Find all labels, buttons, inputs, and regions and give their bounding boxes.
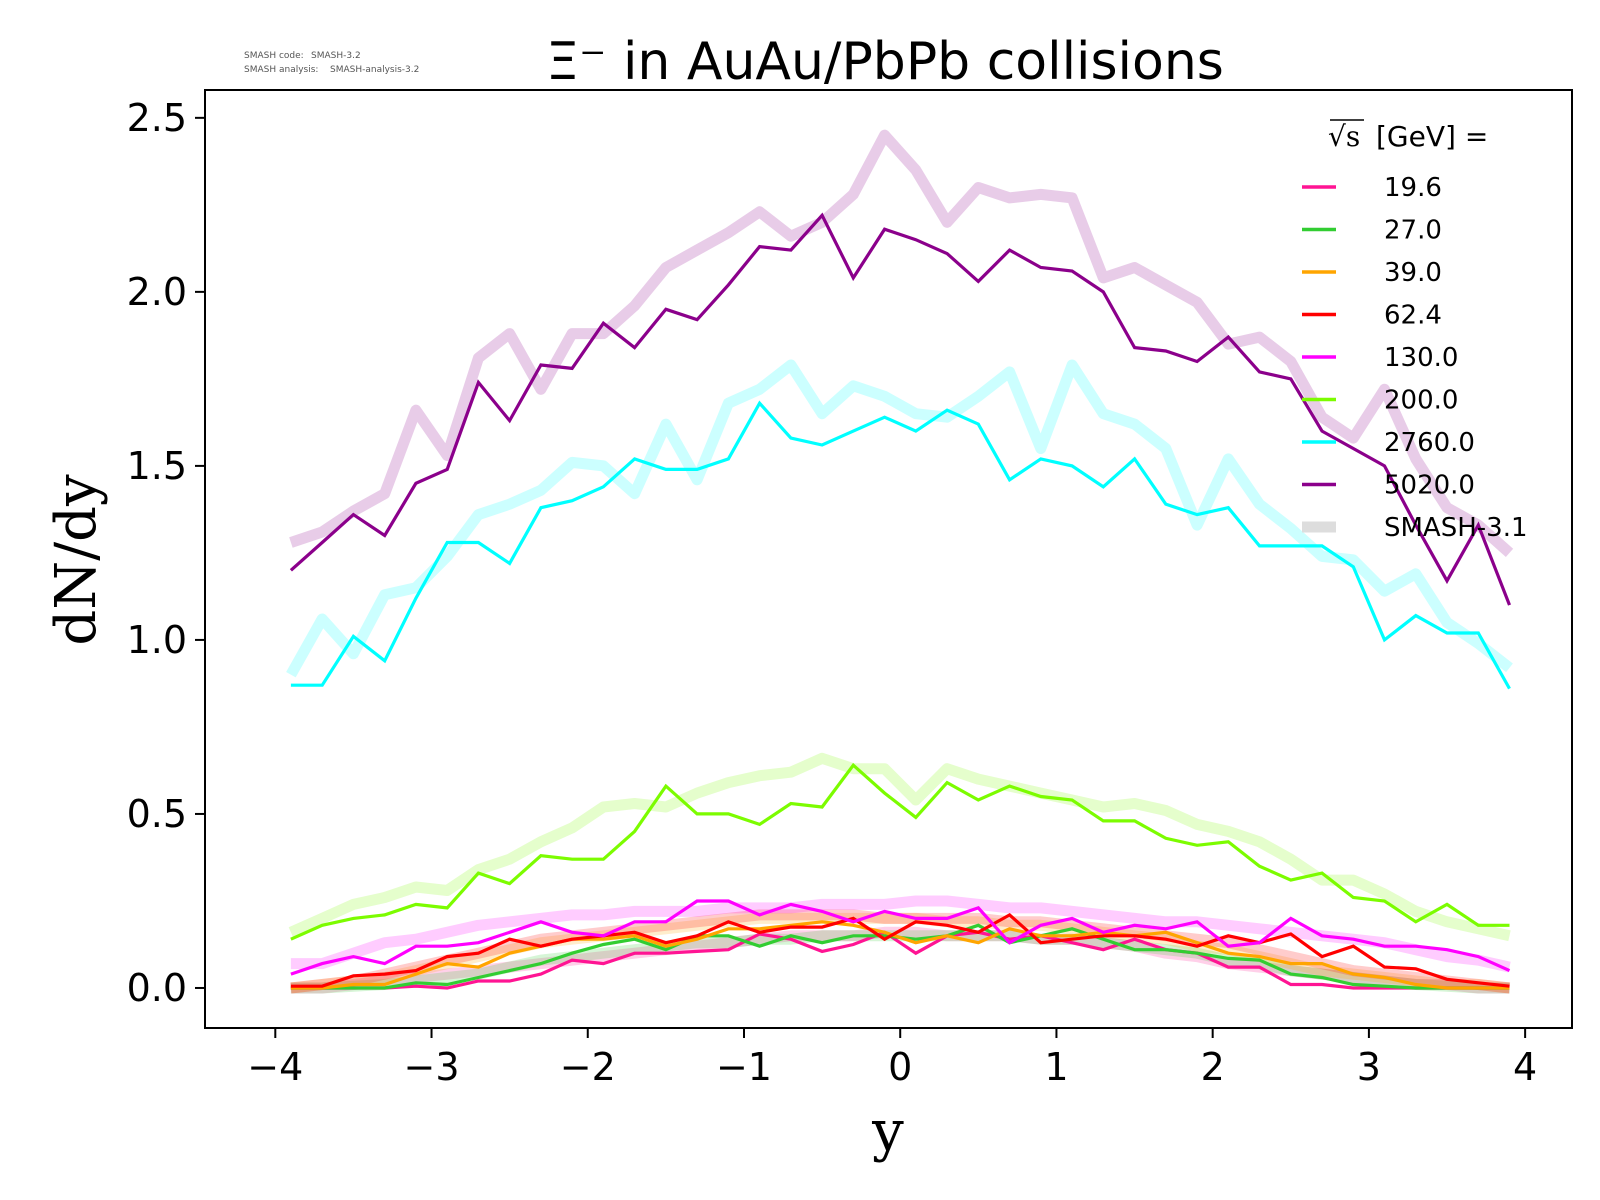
x-tick-label: 3 bbox=[1357, 1045, 1381, 1089]
meta-code-value: SMASH-3.2 bbox=[311, 51, 361, 61]
chart-title: Ξ⁻ in AuAu/PbPb collisions bbox=[546, 32, 1224, 92]
y-tick-label: 2.5 bbox=[127, 96, 187, 140]
plot-frame bbox=[204, 89, 1573, 1029]
x-tick-label: −3 bbox=[404, 1045, 460, 1089]
series-line-130.0 bbox=[290, 899, 1511, 976]
reference-line-39.0 bbox=[290, 912, 1511, 994]
x-tick-label: 4 bbox=[1513, 1045, 1537, 1089]
smash-version-info: SMASH code: SMASH-3.2 SMASH analysis: SM… bbox=[244, 51, 419, 75]
series-line-5020.0 bbox=[289, 212, 1511, 606]
series-line-39.0 bbox=[290, 920, 1510, 990]
x-tick-label: −2 bbox=[560, 1045, 616, 1089]
x-tick-label: −4 bbox=[247, 1045, 303, 1089]
series-line-2760.0 bbox=[290, 400, 1511, 690]
x-tick-label: 0 bbox=[888, 1045, 912, 1089]
x-axis: −4 −3 −2 −1 0 1 2 3 4 bbox=[247, 1028, 1537, 1089]
legend-title-suffix: [GeV] = bbox=[1376, 120, 1488, 153]
y-tick-label: 2.0 bbox=[127, 270, 187, 314]
y-tick-label: 1.0 bbox=[127, 618, 187, 662]
reference-line-2760.0 bbox=[286, 359, 1513, 678]
x-tick-label: 1 bbox=[1044, 1045, 1068, 1089]
meta-analysis-value: SMASH-analysis-3.2 bbox=[330, 65, 419, 75]
reference-line-62.4 bbox=[290, 909, 1511, 994]
legend-label-200.0: 200.0 bbox=[1384, 386, 1458, 416]
y-axis: 0.0 0.5 1.0 1.5 2.0 2.5 bbox=[127, 96, 205, 1010]
meta-analysis-label: SMASH analysis: bbox=[244, 65, 318, 75]
legend-title-sqrt-s: √s bbox=[1328, 120, 1360, 153]
legend-label-19.6: 19.6 bbox=[1384, 173, 1442, 203]
x-tick-label: −1 bbox=[716, 1045, 772, 1089]
meta-code-label: SMASH code: bbox=[244, 51, 304, 61]
legend-label-2760.0: 2760.0 bbox=[1384, 428, 1475, 458]
x-axis-label: y bbox=[871, 1099, 904, 1164]
x-tick-label: 2 bbox=[1201, 1045, 1225, 1089]
legend-label-130.0: 130.0 bbox=[1384, 343, 1458, 373]
legend-label-39.0: 39.0 bbox=[1384, 258, 1442, 288]
legend-entries: 19.6 27.0 39.0 62.4 130.0 200.0 2760.0 5020.0 SM… bbox=[1302, 173, 1528, 543]
series-line-62.4 bbox=[290, 912, 1510, 988]
reference-line-130.0 bbox=[290, 895, 1511, 973]
reference-line-200.0 bbox=[288, 752, 1511, 942]
legend-label-5020.0: 5020.0 bbox=[1384, 471, 1475, 501]
reference-line-27.0 bbox=[290, 930, 1510, 994]
series-line-19.6 bbox=[290, 930, 1510, 990]
y-axis-label: dN/dy bbox=[44, 474, 109, 646]
reference-line-5020.0 bbox=[289, 129, 1514, 558]
legend-label-27.0: 27.0 bbox=[1384, 216, 1442, 246]
legend: √s [GeV] = 19.6 27.0 39.0 62.4 130.0 200.0 276… bbox=[1302, 119, 1528, 543]
series-line-200.0 bbox=[290, 762, 1510, 941]
y-tick-label: 1.5 bbox=[127, 444, 187, 488]
y-tick-label: 0.5 bbox=[127, 792, 187, 836]
plot-area bbox=[286, 129, 1514, 994]
legend-label-reference: SMASH-3.1 bbox=[1384, 513, 1528, 543]
y-tick-label: 0.0 bbox=[127, 966, 187, 1010]
legend-label-62.4: 62.4 bbox=[1384, 301, 1442, 331]
